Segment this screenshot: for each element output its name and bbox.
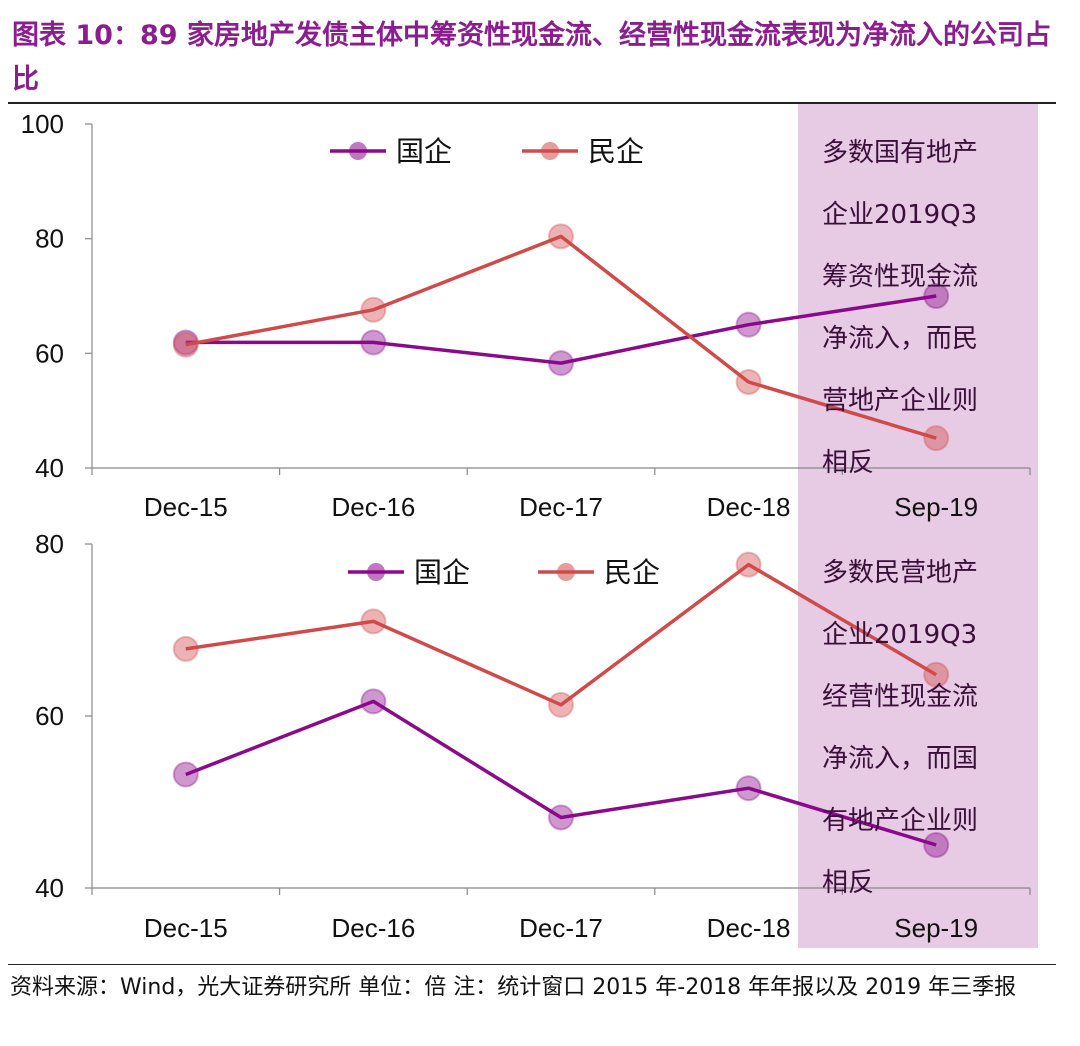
annotation-top: 多数国有地产 企业2019Q3 筹资性现金流 净流入，而民 营地产企业则 相反 [822,138,979,478]
annotation-bottom: 多数民营地产 企业2019Q3 经营性现金流 净流入，而国 有地产企业则 相反 [822,558,979,898]
data-point-state [360,329,387,356]
legend-marker-state [367,563,385,581]
y-tick-label: 80 [35,224,64,254]
x-tick-label: Dec-16 [331,913,415,943]
y-tick-label: 100 [21,109,64,139]
data-point-private [735,369,762,395]
series-line-private [185,234,937,440]
series-line-state [185,699,937,847]
data-point-private [923,425,950,452]
y-tick-label: 60 [35,701,64,731]
y-tick-label: 80 [35,529,64,559]
data-point-state [360,688,387,715]
x-tick-label: Dec-18 [707,492,791,522]
legend-label-state: 国企 [414,556,470,589]
y-tick-label: 40 [35,453,64,483]
data-point-private [923,661,950,688]
x-tick-label: Dec-15 [144,913,228,943]
data-point-private [172,635,199,662]
x-tick-label: Dec-17 [519,492,603,522]
x-tick-label: Dec-15 [144,492,228,522]
data-point-private [735,551,762,578]
legend-marker-private [557,563,575,581]
data-point-private [360,608,387,635]
data-point-private [360,296,387,323]
data-point-state [548,804,574,831]
data-point-private [548,223,574,250]
source-note: 资料来源：Wind，光大证券研究所 单位：倍 注：统计窗口 2015 年-201… [10,975,1017,1000]
x-tick-label: Dec-17 [519,913,603,943]
series-line-state [185,294,937,365]
legend-label-private: 民企 [588,135,644,168]
data-point-state [172,761,199,788]
data-point-state [735,311,762,338]
data-point-state [548,350,574,377]
y-tick-label: 40 [35,873,64,903]
legend-label-private: 民企 [604,556,660,589]
x-tick-label: Sep-19 [894,913,978,943]
bottom-rule [8,964,1056,965]
data-point-private [172,331,199,358]
data-point-state [735,775,762,802]
data-point-private [548,691,574,718]
top-rule [8,102,1056,104]
x-tick-label: Sep-19 [894,492,978,522]
highlight-band [798,104,1038,948]
y-tick-label: 60 [35,338,64,368]
legend-marker-state [349,142,367,160]
x-tick-label: Dec-18 [707,913,791,943]
x-tick-label: Dec-16 [331,492,415,522]
legend-marker-private [541,142,559,160]
legend-label-state: 国企 [396,135,452,168]
series-line-private [185,562,938,707]
data-point-state [923,832,950,858]
data-point-state [923,283,950,309]
figure-title: 图表 10：89 家房地产发债主体中筹资性现金流、经营性现金流表现为净流入的公司… [12,20,1051,95]
